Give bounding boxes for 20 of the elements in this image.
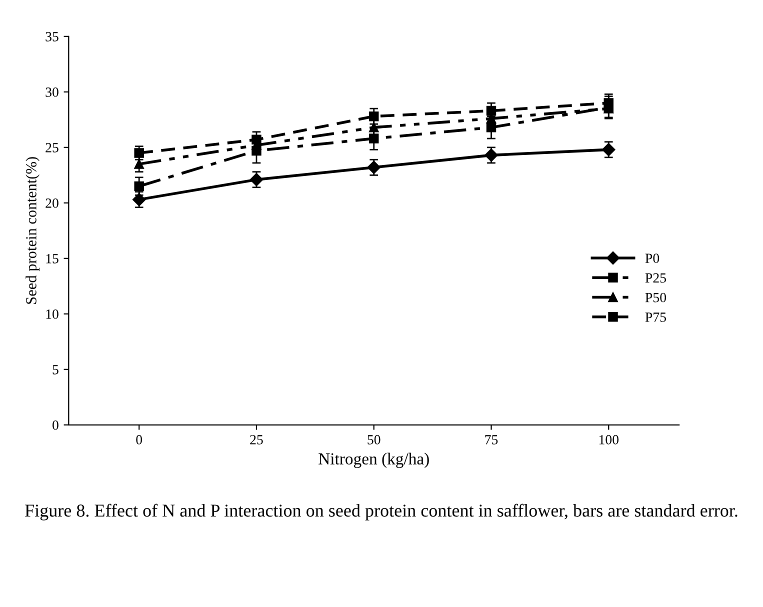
x-tick-label: 100	[599, 435, 619, 444]
legend-label: P0	[645, 254, 660, 264]
y-tick-label: 5	[52, 365, 58, 374]
legend-label: P25	[645, 273, 666, 283]
legend-label: P75	[645, 312, 666, 322]
x-tick-label: 0	[136, 435, 142, 444]
x-tick-label: 25	[250, 435, 263, 444]
caption: Figure 8. Effect of N and P interaction on seed protein content in safflower, bars are standard error.	[25, 504, 738, 520]
x-tick-label: 75	[485, 435, 498, 444]
y-tick-label: 0	[52, 420, 58, 430]
y-tick-label: 10	[46, 309, 58, 319]
y-tick-label: 30	[46, 88, 58, 97]
y-tick-label: 20	[46, 198, 58, 208]
y-tick-label: 35	[46, 32, 58, 42]
y-tick-label: 15	[46, 254, 58, 264]
y-axis-title: Seed protein content(%)	[26, 157, 40, 304]
y-tick-label: 25	[46, 143, 58, 152]
legend-label: P50	[645, 292, 666, 302]
x-tick-label: 50	[368, 435, 380, 444]
x-axis-title: Nitrogen (kg/ha)	[318, 452, 429, 468]
